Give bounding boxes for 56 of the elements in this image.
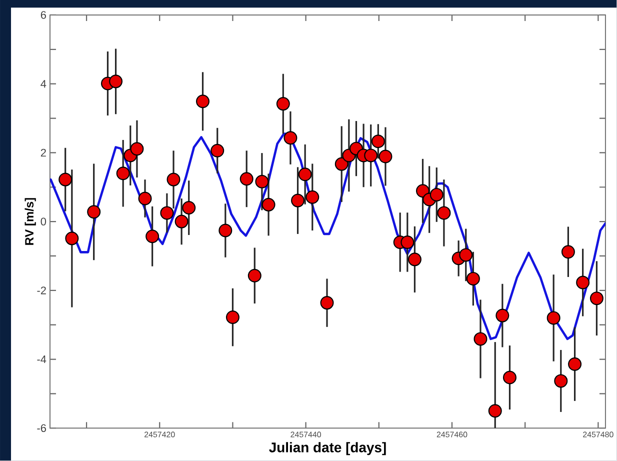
point: [166, 172, 180, 186]
point: [58, 172, 72, 186]
y-tick-label: -4: [37, 356, 46, 364]
point: [262, 198, 276, 212]
point: [466, 272, 480, 286]
point: [160, 206, 174, 220]
point: [546, 311, 560, 325]
point: [284, 131, 298, 145]
point: [334, 157, 348, 171]
point: [298, 168, 312, 182]
point: [196, 94, 210, 108]
point: [255, 174, 269, 188]
y-axis-title: RV [m/s]: [24, 198, 36, 245]
point: [502, 370, 516, 384]
point: [568, 357, 582, 371]
point: [306, 190, 320, 204]
point: [430, 188, 444, 202]
point: [65, 232, 79, 246]
point: [116, 166, 130, 180]
point: [87, 205, 101, 219]
y-tick-label: -6: [37, 424, 46, 432]
point: [561, 245, 575, 259]
point: [138, 192, 152, 206]
y-tick-label: 4: [40, 80, 46, 88]
point: [400, 236, 414, 250]
point: [408, 252, 422, 266]
point: [276, 97, 290, 111]
point: [554, 374, 568, 388]
y-tick-label: -2: [37, 286, 46, 294]
point: [130, 142, 144, 156]
y-tick-label: 2: [40, 148, 46, 157]
point: [226, 310, 240, 324]
point: [218, 224, 232, 238]
point: [474, 332, 488, 346]
y-tick-label: 0: [40, 218, 46, 226]
point: [364, 148, 378, 162]
point: [240, 172, 254, 186]
y-tick-label: 6: [40, 11, 46, 19]
point: [496, 308, 510, 322]
point: [459, 248, 473, 262]
line-series: [50, 132, 606, 340]
point: [248, 268, 262, 282]
point: [182, 201, 196, 215]
point: [146, 230, 160, 244]
x-axis-title: Julian date [days]: [269, 442, 386, 456]
point: [576, 276, 590, 290]
point: [488, 404, 502, 418]
point: [174, 214, 188, 228]
point: [371, 134, 385, 148]
point: [437, 206, 451, 220]
point: [109, 74, 123, 88]
point: [291, 194, 305, 208]
point: [210, 144, 224, 158]
point: [416, 184, 430, 198]
point: [320, 296, 334, 310]
point: [378, 150, 392, 164]
